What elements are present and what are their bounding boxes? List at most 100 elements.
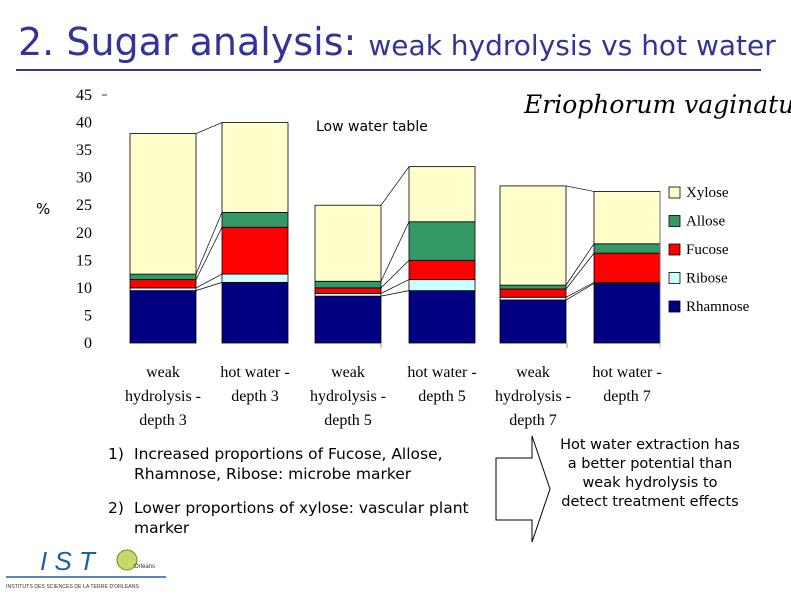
connector-line (195, 122, 223, 134)
connector-line (380, 221, 410, 282)
note-item: 1) Increased proportions of Fucose, Allo… (108, 444, 498, 484)
x-category-label: weak (516, 364, 550, 381)
x-category-label: hot water - (592, 364, 661, 381)
bar-segment-xylose (499, 185, 567, 286)
legend-label-xylose: Xylose (686, 185, 729, 201)
bar-segment-xylose (593, 191, 661, 245)
bar-segment-ribose (499, 296, 567, 301)
low-water-annotation: Low water table (316, 119, 428, 135)
connector-line (565, 282, 595, 298)
y-tick-label: 30 (76, 170, 92, 187)
note-text: Lower proportions of xylose: vascular pl… (134, 499, 469, 537)
title-main-text: 2. Sugar analysis: (18, 20, 357, 64)
x-category-label: hydrolysis - (125, 388, 201, 405)
bar-segment-xylose (221, 122, 289, 213)
conclusion-text: Hot water extraction has a better potent… (560, 437, 740, 510)
y-tick-label: 5 (84, 307, 92, 324)
y-tick-label: 40 (76, 115, 92, 132)
bar-segment-allose (499, 284, 567, 290)
title-sub-text: weak hydrolysis vs hot water (368, 29, 776, 62)
connector-line (380, 290, 410, 297)
y-tick-label: 15 (76, 252, 92, 269)
stacked-bar-chart: 0 5 10 15 20 25 30 35 40 45 weak hydrolysis - depth … (76, 87, 750, 429)
logo-tagline: INSTITUTS DES SCIENCES DE LA TERRE D'ORL… (6, 584, 139, 590)
connector-line (195, 273, 223, 289)
bar-segment-rhamnose (499, 299, 567, 344)
bar-segment-rhamnose (314, 295, 382, 344)
logo-small: Orléans (134, 564, 155, 570)
connector-line (380, 260, 410, 289)
bar-segment-fucose (593, 252, 661, 283)
bar-segment-fucose (408, 259, 476, 281)
x-category-label: hydrolysis - (310, 388, 386, 405)
connector-line (565, 283, 595, 301)
bar-segment-allose (314, 280, 382, 289)
y-tick-label: 10 (76, 280, 92, 297)
legend-label-ribose: Ribose (686, 271, 728, 287)
x-category-label: hot water - (220, 364, 289, 381)
x-category-label: depth 5 (418, 388, 466, 405)
connector-line (195, 282, 223, 291)
legend-swatch-fucose (668, 243, 681, 256)
bar-segment-xylose (408, 166, 476, 223)
bar-segment-ribose (221, 273, 289, 283)
y-tick-label: 0 (84, 335, 92, 352)
legend-swatch-allose (668, 215, 681, 227)
x-category-label: depth 3 (231, 388, 279, 405)
x-category-label: weak (331, 364, 365, 381)
y-tick-label: 25 (76, 197, 92, 214)
legend-swatch-rhamnose (668, 300, 681, 313)
bar-segment-rhamnose (408, 290, 476, 344)
bar-segment-fucose (129, 279, 197, 289)
bar-segment-allose (129, 273, 197, 281)
bar-segment-rhamnose (221, 281, 289, 344)
bar-segment-ribose (408, 279, 476, 292)
x-category-label: depth 7 (509, 412, 557, 429)
bar-segment-ribose (129, 287, 197, 292)
connector-line (565, 252, 595, 290)
bar-segment-fucose (499, 288, 567, 298)
logo-letters: I S T (40, 546, 97, 576)
y-axis-label: % (36, 200, 51, 218)
bar-segment-xylose (129, 133, 197, 275)
bar-segment-ribose (314, 292, 382, 297)
x-category-label: hot water - (407, 364, 476, 381)
y-tick-label: 45 (76, 87, 92, 104)
connector-line (565, 243, 595, 286)
slide-title: 2. Sugar analysis: weak hydrolysis vs ho… (18, 20, 776, 64)
bar-segment-allose (593, 243, 661, 254)
x-category-label: depth 5 (324, 412, 372, 429)
bar-segment-allose (221, 211, 289, 228)
connector-line (195, 227, 223, 280)
y-tick-label: 35 (76, 142, 92, 159)
note-number: 1) (108, 445, 124, 463)
ist-logo: I S T Orléans INSTITUTS DES SCIENCES DE … (6, 546, 166, 590)
title-underline (16, 69, 761, 71)
bar-segment-fucose (221, 226, 289, 275)
legend-label-fucose: Fucose (686, 242, 729, 258)
legend-label-rhamnose: Rhamnose (686, 299, 750, 315)
legend-label-allose: Allose (686, 214, 726, 230)
legend-swatch-ribose (668, 272, 681, 284)
connector-line (380, 279, 410, 294)
bar-segment-fucose (314, 287, 382, 294)
bar-segment-allose (408, 221, 476, 261)
x-category-label: depth 3 (139, 412, 187, 429)
y-tick-label: 20 (76, 225, 92, 242)
bar-segment-rhamnose (129, 290, 197, 344)
x-category-label: weak (146, 364, 180, 381)
bar-segment-rhamnose (593, 283, 661, 344)
connector-line (195, 212, 223, 275)
connector-line (380, 166, 410, 206)
right-arrow-icon (495, 435, 551, 543)
note-number: 2) (108, 499, 124, 517)
x-category-label: hydrolysis - (495, 388, 571, 405)
note-text: Increased proportions of Fucose, Allose,… (134, 445, 443, 483)
bar-segment-xylose (314, 204, 382, 282)
x-category-label: depth 7 (603, 388, 651, 405)
legend-swatch-xylose (668, 186, 681, 199)
notes-list: 1) Increased proportions of Fucose, Allo… (108, 444, 498, 552)
note-item: 2) Lower proportions of xylose: vascular… (108, 498, 498, 538)
species-name: Eriophorum vaginatum (524, 90, 791, 119)
connector-line (565, 185, 595, 192)
